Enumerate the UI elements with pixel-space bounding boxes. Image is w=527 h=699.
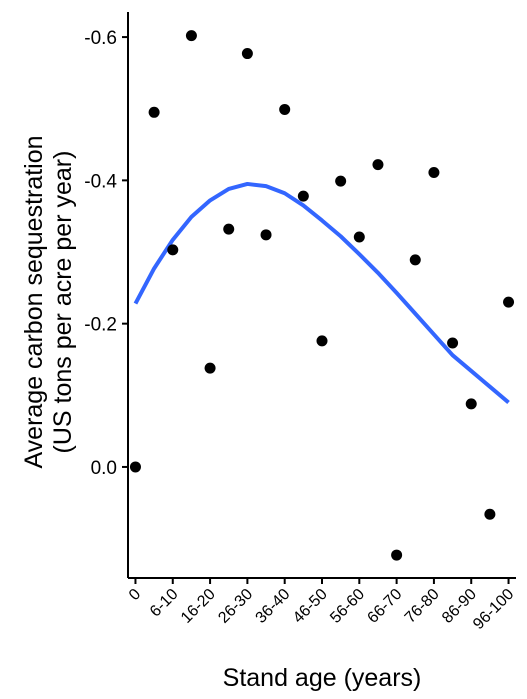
data-point bbox=[428, 166, 440, 178]
data-point bbox=[372, 159, 384, 171]
fit-line bbox=[133, 181, 510, 404]
y-ticks: -0.6 -0.4 -0.2 0.0 bbox=[84, 28, 128, 479]
data-point bbox=[503, 296, 515, 308]
x-tick-label: 66-70 bbox=[364, 586, 405, 627]
y-tick-label: -0.4 bbox=[84, 171, 117, 192]
y-tick-label: -0.6 bbox=[84, 28, 117, 49]
y-axis-title-line2: (US tons per acre per year) bbox=[49, 151, 77, 454]
data-point bbox=[260, 229, 272, 241]
data-point bbox=[465, 398, 477, 410]
x-tick-label: 0 bbox=[126, 586, 144, 604]
data-point bbox=[316, 335, 328, 347]
y-axis-title-line1: Average carbon sequestration bbox=[20, 135, 48, 468]
data-point bbox=[279, 103, 291, 115]
data-point bbox=[185, 30, 197, 42]
y-axis-title: Average carbon sequestration (US tons pe… bbox=[20, 135, 77, 468]
x-tick-label: 6-10 bbox=[147, 586, 182, 621]
data-point bbox=[297, 190, 309, 202]
data-point bbox=[223, 223, 235, 235]
x-axis-title: Stand age (years) bbox=[223, 664, 422, 692]
plot-area: -0.6 -0.4 -0.2 0.0 0 6-1016-2026-3036-4046-5… bbox=[84, 12, 517, 633]
data-point bbox=[409, 254, 421, 266]
x-tick-label: 76-80 bbox=[402, 586, 443, 627]
data-point bbox=[204, 362, 216, 374]
data-point bbox=[391, 549, 403, 561]
data-point bbox=[148, 106, 160, 118]
x-tick-label: 16-20 bbox=[178, 586, 219, 627]
y-tick-label: 0.0 bbox=[91, 458, 117, 479]
data-point bbox=[129, 461, 141, 473]
x-tick-label: 96-100 bbox=[470, 586, 517, 633]
x-tick-label: 56-60 bbox=[327, 586, 368, 627]
x-tick-label: 36-40 bbox=[253, 586, 294, 627]
data-point bbox=[353, 231, 365, 243]
data-point bbox=[447, 337, 459, 349]
x-tick-label: 46-50 bbox=[290, 586, 331, 627]
data-points bbox=[129, 30, 515, 561]
data-point bbox=[241, 48, 253, 60]
y-tick-label: -0.2 bbox=[84, 315, 117, 336]
data-point bbox=[484, 508, 496, 520]
x-ticks: 0 6-1016-2026-3036-4046-5056-6066-7076-80… bbox=[126, 578, 517, 633]
data-point bbox=[335, 175, 347, 187]
x-tick-label: 26-30 bbox=[215, 586, 256, 627]
data-point bbox=[167, 244, 179, 256]
